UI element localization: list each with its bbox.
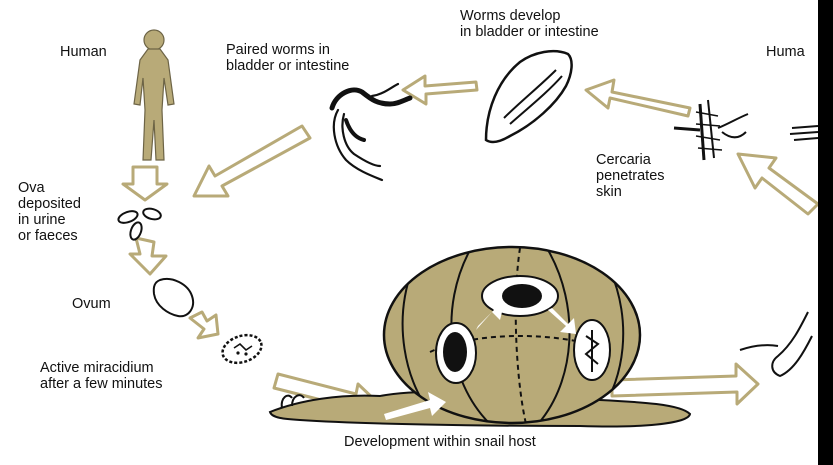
- label-worms-develop: Worms develop in bladder or intestine: [460, 8, 599, 40]
- label-ova-deposited: Ova deposited in urine or faeces: [18, 180, 81, 244]
- arrow-snail-to-cercaria: [610, 362, 760, 406]
- arrow-paired-to-human: [192, 124, 312, 198]
- snail-host: [268, 245, 692, 428]
- arrow-skin-to-worms: [584, 78, 692, 118]
- label-paired-worms: Paired worms in bladder or intestine: [226, 42, 350, 74]
- arrow-up-to-skin: [736, 152, 820, 216]
- ova-eggs: [117, 207, 162, 241]
- ovum-egg: [152, 278, 194, 318]
- label-snail-development: Development within snail host: [344, 434, 536, 450]
- miracidium: [221, 333, 263, 365]
- arrow-human-to-ova: [121, 165, 169, 202]
- right-edge-bar: [818, 0, 833, 465]
- human-figure-right-cropped: [739, 125, 819, 378]
- label-miracidium: Active miracidium after a few minutes: [40, 360, 163, 392]
- label-cercaria: Cercaria penetrates skin: [596, 152, 665, 200]
- arrow-worms-to-paired: [401, 74, 479, 106]
- label-ovum: Ovum: [72, 296, 111, 312]
- label-human-left: Human: [60, 44, 107, 60]
- human-figure-left: [133, 29, 175, 161]
- label-human-right: Huma: [766, 44, 805, 60]
- cercaria-skin: [673, 99, 749, 161]
- paired-worms: [329, 82, 413, 182]
- arrow-ovum-to-miracidium: [188, 310, 220, 340]
- developing-worms: [484, 50, 573, 144]
- arrow-ova-to-ovum: [128, 236, 168, 276]
